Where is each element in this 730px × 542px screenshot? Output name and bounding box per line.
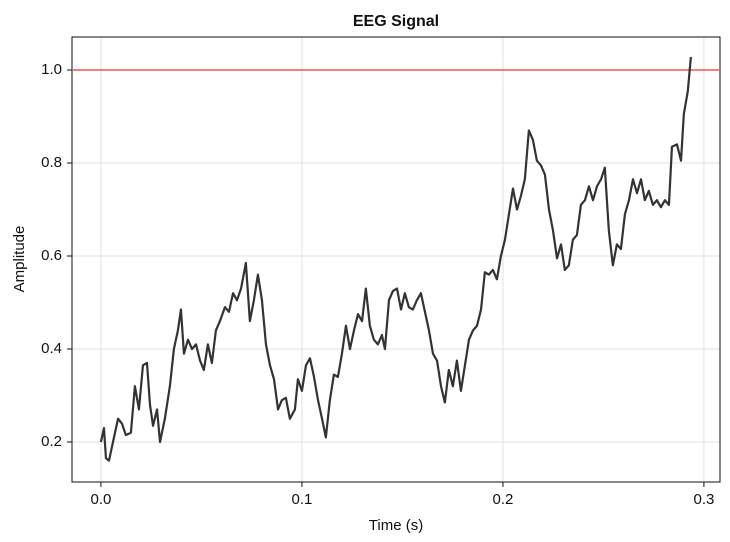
plot-frame [71, 36, 721, 483]
y-tick-label: 1.0 [41, 61, 62, 78]
y-tick-label: 0.6 [41, 247, 62, 264]
chart-title: EEG Signal [353, 13, 439, 30]
x-tick-label: 0.2 [492, 491, 513, 508]
x-tick-label: 0.1 [292, 491, 313, 508]
y-tick-label: 0.4 [41, 340, 62, 357]
x-tick-label: 0.3 [693, 491, 714, 508]
y-tick-label: 0.8 [41, 154, 62, 171]
y-axis-label: Amplitude [11, 226, 28, 293]
signal-line [99, 56, 692, 462]
y-tick-label: 0.2 [41, 433, 62, 450]
x-tick-label: 0.0 [91, 491, 112, 508]
x-axis-label: Time (s) [369, 517, 423, 534]
